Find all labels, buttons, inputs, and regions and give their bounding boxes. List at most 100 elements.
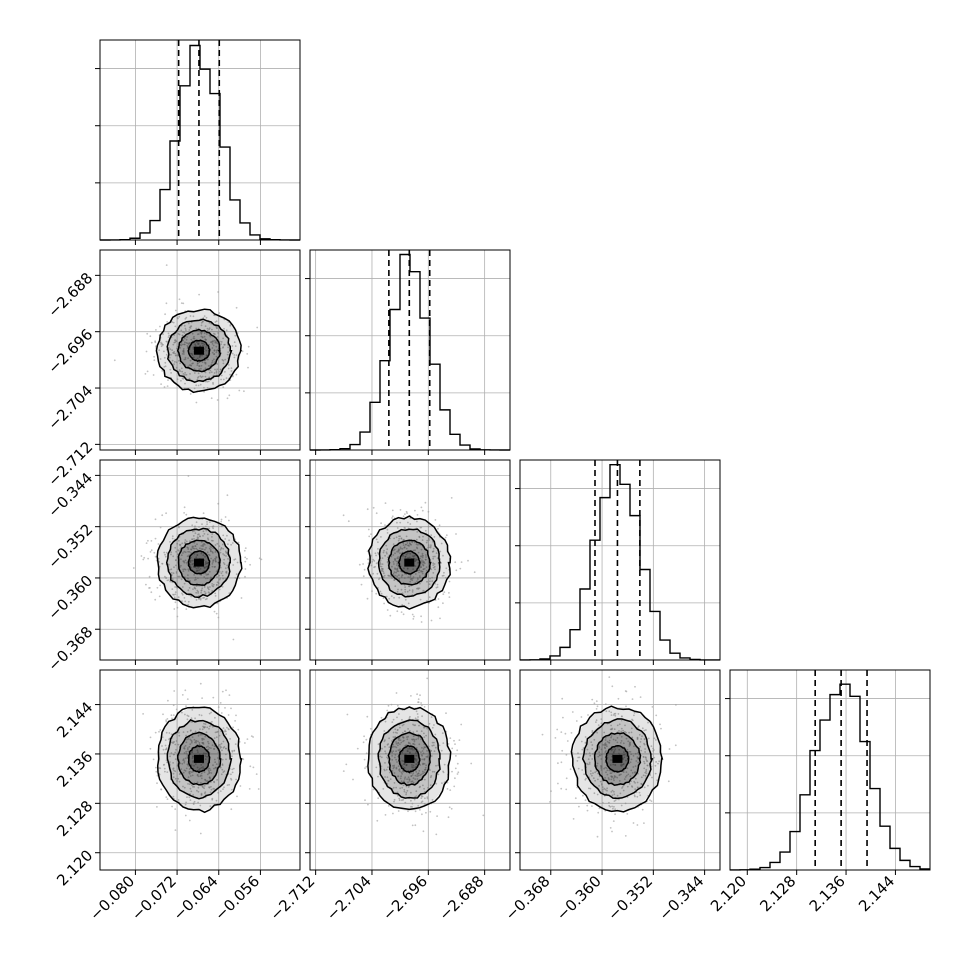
sample-point [218,545,221,548]
sample-point [236,561,239,564]
sample-point [228,519,230,522]
sample-point [358,563,361,566]
sample-point [184,327,187,330]
histogram-panel-frame [519,459,721,661]
sample-point [156,782,158,785]
sample-point [183,597,186,599]
sample-point [199,567,202,570]
sample-point [146,332,149,335]
sample-point [210,539,213,542]
sample-point [197,567,200,569]
sample-point [193,372,196,374]
sample-point [396,591,399,593]
sample-point [178,359,180,362]
sample-point [597,811,600,814]
sample-point [150,591,153,594]
sample-point [212,696,215,699]
density-contour [177,539,221,586]
sample-point [237,728,240,731]
x-tick-label: −2.696 [379,872,431,924]
sample-point [225,555,227,557]
sample-point [392,812,394,815]
density-contour [155,308,243,394]
sample-point [182,568,185,571]
sample-point [163,386,166,388]
sample-point [366,597,369,600]
sample-point [216,363,219,365]
sample-point [217,582,220,585]
sample-point [205,333,208,335]
sample-point [204,367,207,370]
sample-point [174,586,177,588]
sample-point [172,321,175,324]
sample-point [179,370,182,372]
sample-point [395,571,397,574]
sample-point [367,803,369,806]
sample-point [178,333,181,336]
sample-point [425,554,427,556]
sample-point [397,588,399,591]
sample-point [386,609,389,611]
sample-point [367,558,369,561]
sample-point [199,832,202,835]
sample-point [189,359,192,362]
sample-point [375,554,377,557]
x-tick-label: −0.368 [502,872,554,924]
sample-point [172,572,175,575]
sample-point [181,353,184,355]
sample-point [560,731,563,733]
sample-point [247,366,249,369]
sample-point [625,705,627,708]
sample-point [181,600,183,603]
sample-point [184,341,186,344]
sample-point [203,567,206,569]
sample-point [185,540,188,543]
sample-point [219,370,221,373]
sample-point [458,739,461,741]
sample-point [193,538,195,540]
sample-point [641,808,644,811]
sample-point [180,578,183,581]
sample-point [224,516,227,518]
sample-point [216,399,219,401]
sample-point [208,554,211,557]
sample-point [398,596,401,599]
sample-point [614,813,616,816]
sample-point [230,808,233,811]
sample-point [473,571,476,574]
sample-point [426,580,428,583]
sample-point [189,393,192,395]
sample-point [205,349,208,352]
sample-point [188,540,191,543]
sample-point [158,595,161,598]
sample-point [459,567,462,570]
sample-point [179,362,181,365]
sample-point [192,562,195,565]
sample-point [199,535,202,538]
sample-point [450,807,453,810]
density-contour [187,550,211,575]
sample-point [187,550,190,553]
sample-point [346,713,349,716]
sample-point [227,558,229,560]
sample-point [398,548,400,550]
sample-point [427,537,430,540]
sample-point [668,748,671,750]
sample-point [363,758,366,761]
sample-point [208,334,211,337]
sample-point [444,576,447,579]
sample-point [184,814,187,817]
sample-point [419,809,421,811]
sample-point [453,739,455,742]
sample-point [368,535,371,538]
sample-point [364,767,366,769]
sample-point [153,355,156,358]
sample-point [159,526,162,529]
sample-point [186,698,189,700]
sample-point [248,788,251,790]
sample-point [177,525,180,528]
sample-point [418,575,421,577]
sample-point [258,557,261,560]
sample-point [201,548,204,551]
